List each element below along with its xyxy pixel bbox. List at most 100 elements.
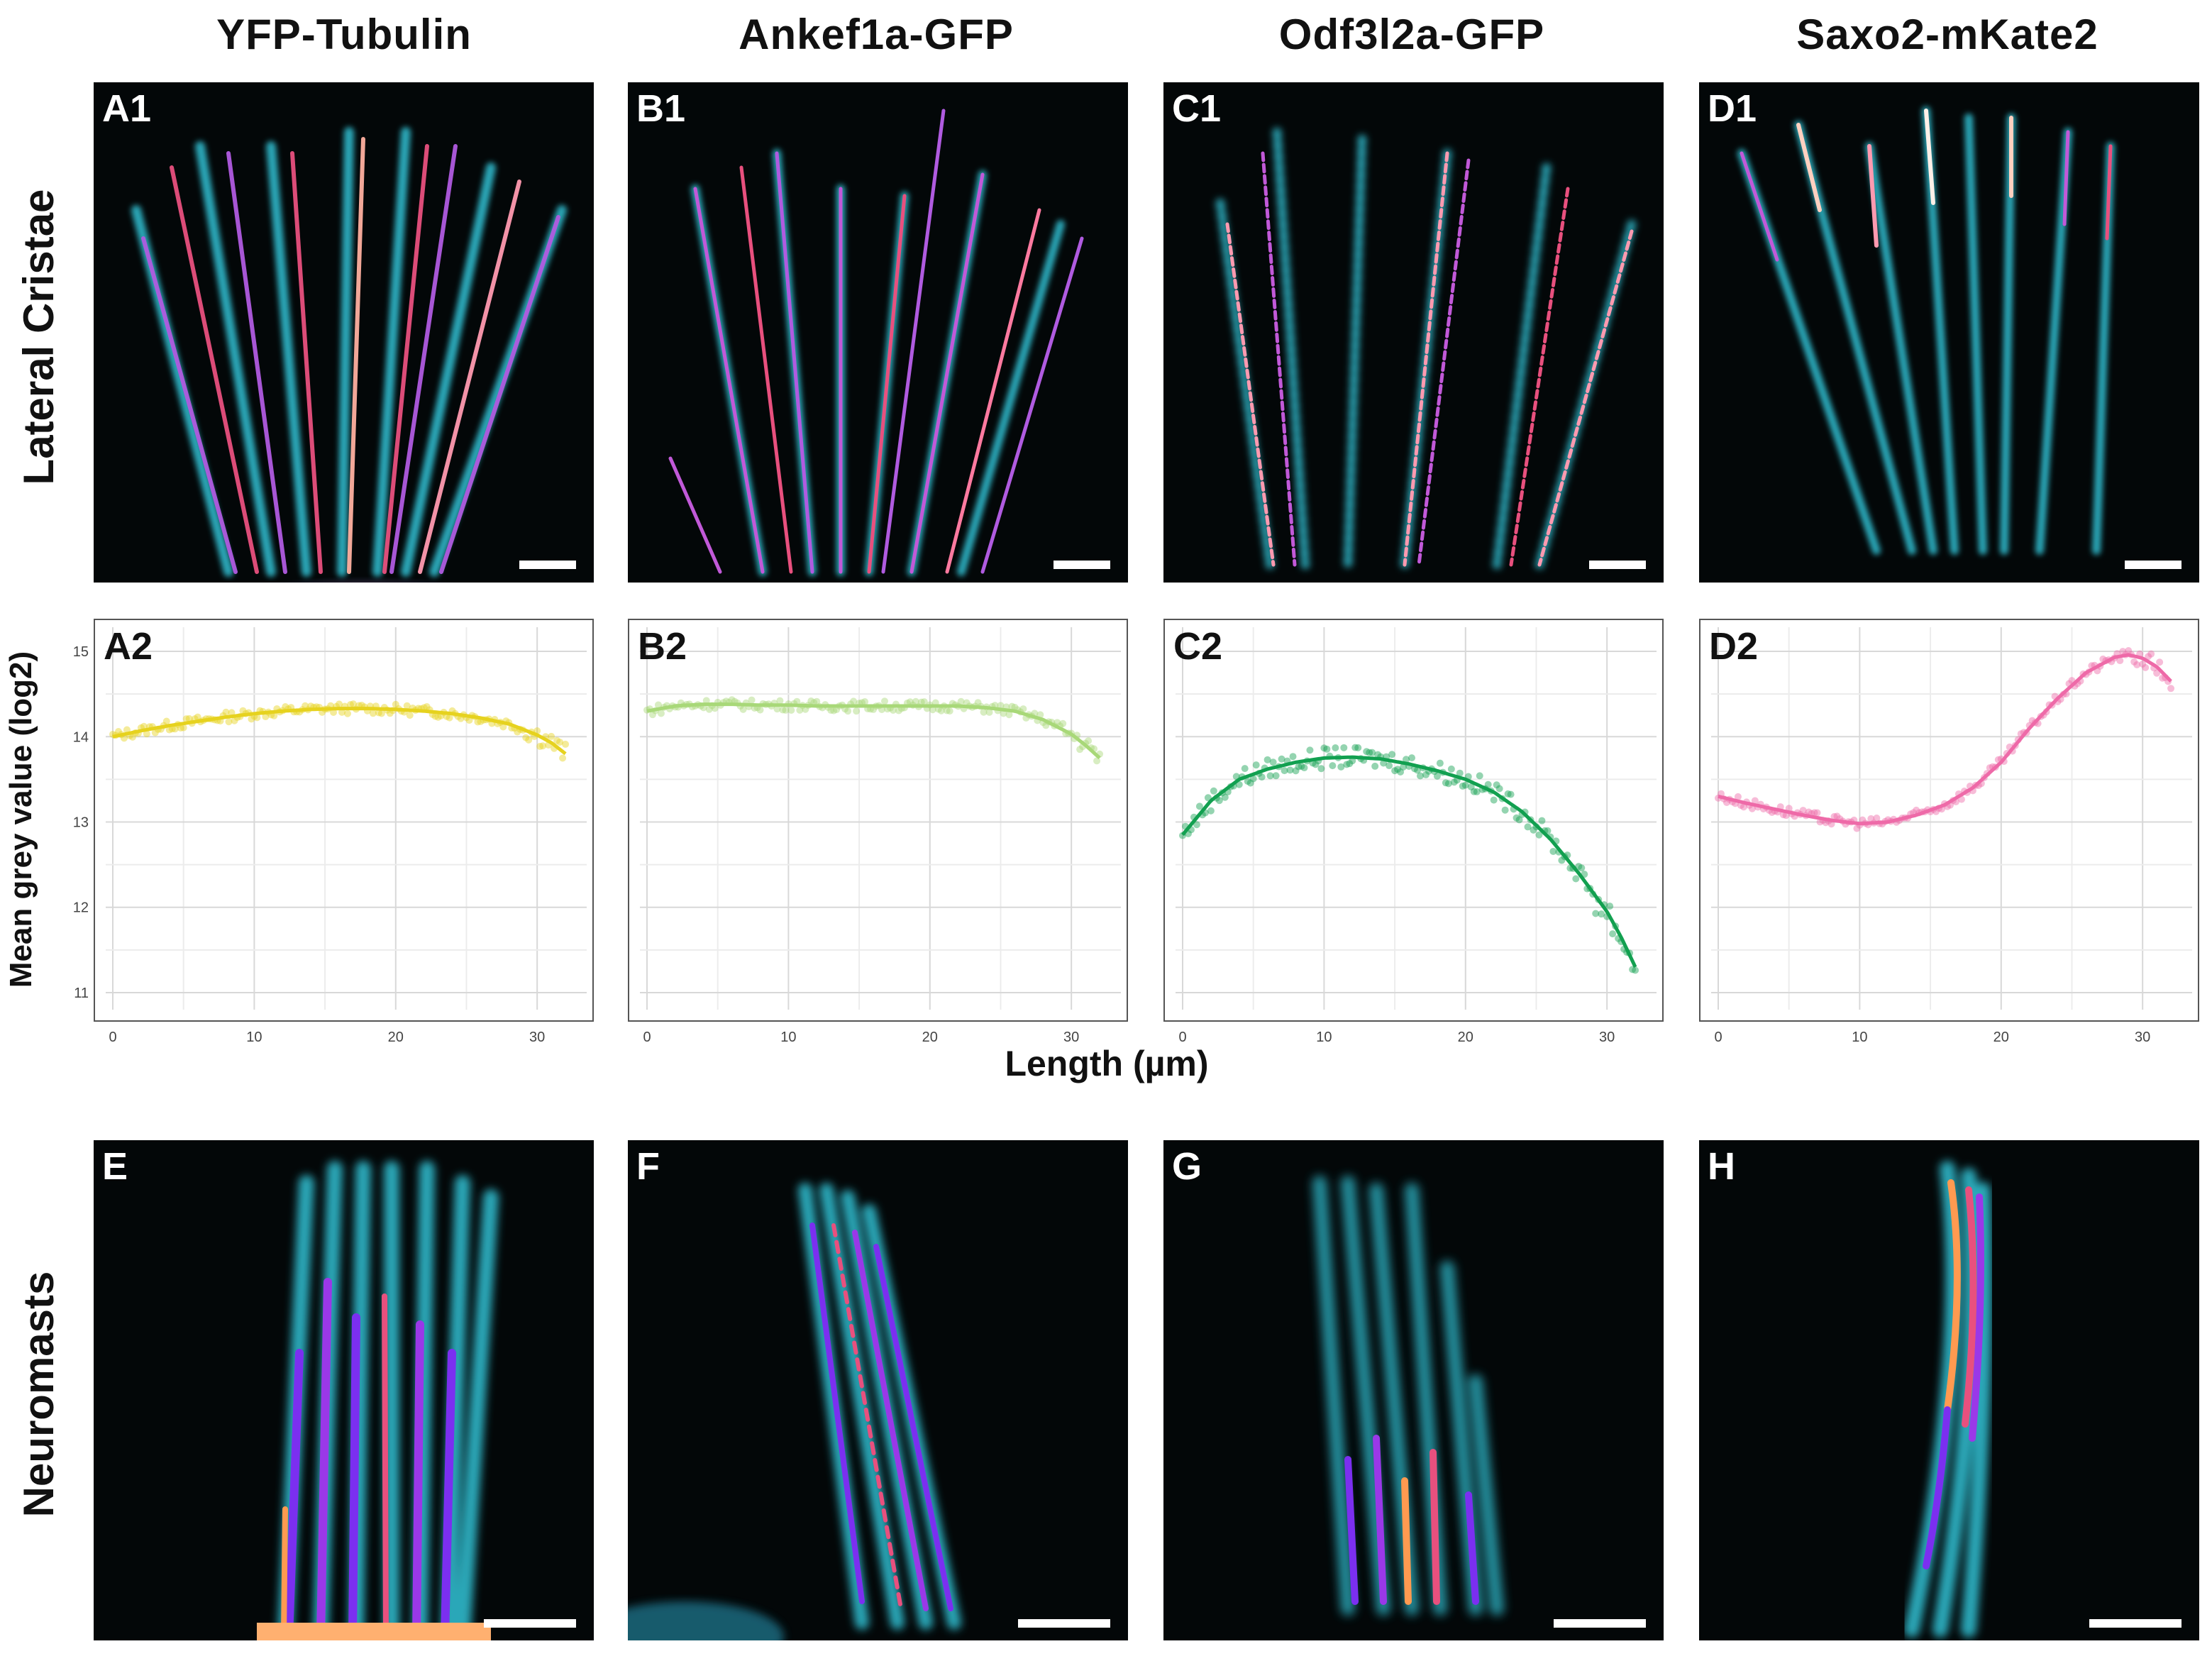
data-point (844, 707, 852, 715)
data-point (739, 705, 747, 713)
data-point (878, 706, 885, 714)
data-point (1535, 831, 1543, 839)
data-point (431, 712, 439, 720)
data-point (1278, 755, 1285, 763)
data-point (2133, 661, 2141, 668)
data-point (1598, 910, 1605, 918)
x-tick-label: 0 (643, 1030, 651, 1045)
panel-label-a2: A2 (104, 625, 153, 668)
data-point (553, 736, 561, 744)
x-tick-label: 20 (922, 1030, 938, 1045)
data-point (1490, 796, 1498, 804)
data-point (369, 710, 377, 717)
data-point (1298, 762, 1305, 770)
data-point (386, 710, 394, 717)
data-point (446, 714, 453, 722)
fit-line-2 (1181, 755, 1637, 968)
data-point (330, 708, 338, 716)
data-point (1748, 805, 1756, 812)
plot-panel-b2: B2 (628, 619, 1128, 1022)
x-tick-label: 0 (109, 1030, 116, 1045)
data-point (912, 697, 919, 705)
x-tick-label: 0 (1714, 1030, 1722, 1045)
data-point (776, 697, 784, 705)
data-point (1456, 769, 1464, 777)
data-point (1722, 798, 1730, 806)
data-point (1329, 762, 1337, 770)
data-point (773, 705, 781, 713)
panel-label-h: H (1708, 1145, 1735, 1188)
x-tick-label: 30 (1063, 1030, 1079, 1045)
data-point (1215, 797, 1223, 805)
data-point (702, 697, 710, 705)
data-point (880, 697, 888, 705)
data-point (182, 715, 190, 723)
scale-bar-h (2089, 1619, 2181, 1628)
data-point (929, 706, 936, 714)
data-point (248, 715, 255, 723)
data-point (1853, 824, 1861, 832)
data-point (349, 700, 357, 708)
data-point (1363, 748, 1371, 756)
x-tick-label: 30 (529, 1030, 545, 1045)
data-point (1830, 812, 1838, 820)
kinocilia-image-c1 (1168, 128, 1664, 583)
data-point (1740, 803, 1747, 811)
x-tick-row: 0 10 20 30 0 10 20 30 0 10 20 30 0 10 20 30 (109, 1030, 2150, 1045)
data-point (1473, 788, 1481, 795)
data-point (165, 726, 173, 734)
data-point (906, 698, 914, 706)
data-point (1008, 702, 1016, 710)
data-point (539, 742, 547, 750)
x-tick-label: 10 (246, 1030, 262, 1045)
data-point (957, 697, 965, 705)
data-point (282, 702, 289, 710)
data-point (1515, 816, 1523, 824)
data-point (474, 718, 482, 726)
data-point (177, 724, 184, 732)
data-point (162, 717, 170, 725)
column-title-odf3l2a-gfp: Odf3l2a-GFP (1278, 11, 1545, 58)
data-point (850, 697, 858, 705)
data-point (1386, 762, 1393, 770)
data-point (1467, 783, 1475, 791)
data-point (1422, 771, 1429, 778)
data-point (1400, 763, 1408, 771)
data-point (2167, 685, 2175, 692)
data-point (1524, 823, 1532, 831)
x-tick-label: 20 (388, 1030, 404, 1045)
panel-label-g: G (1172, 1145, 1202, 1188)
data-point (827, 707, 835, 714)
plot-a2 (106, 627, 587, 1010)
data-point (434, 713, 442, 721)
data-point (796, 706, 804, 714)
data-point (1289, 753, 1297, 761)
data-point (375, 709, 382, 717)
data-point (1323, 745, 1331, 753)
data-point (1292, 767, 1300, 775)
scale-bar-g (1554, 1619, 1646, 1628)
data-point (343, 710, 351, 717)
plot-panel-d2: D2 (1699, 619, 2199, 1022)
data-point (336, 700, 343, 708)
panel-label-c1: C1 (1172, 87, 1222, 130)
data-point (895, 707, 902, 714)
panel-label-a1: A1 (102, 87, 152, 130)
image-panel-h: H (1699, 1140, 2199, 1640)
data-point (302, 702, 309, 710)
data-point (2125, 647, 2133, 655)
data-point (1354, 744, 1362, 751)
data-point (556, 738, 564, 746)
data-point (1501, 806, 1509, 814)
data-point (1436, 759, 1444, 767)
plot-b2 (640, 627, 1121, 1010)
data-point (1578, 864, 1586, 872)
neuromast-image-f (628, 1183, 961, 1640)
data-point (1606, 903, 1614, 910)
kinocilia-image-a1 (131, 127, 594, 583)
panel-label-e: E (102, 1145, 128, 1188)
data-point (1340, 744, 1348, 751)
scale-bar-e (484, 1619, 576, 1628)
data-point (648, 711, 656, 719)
data-point (1833, 812, 1841, 820)
